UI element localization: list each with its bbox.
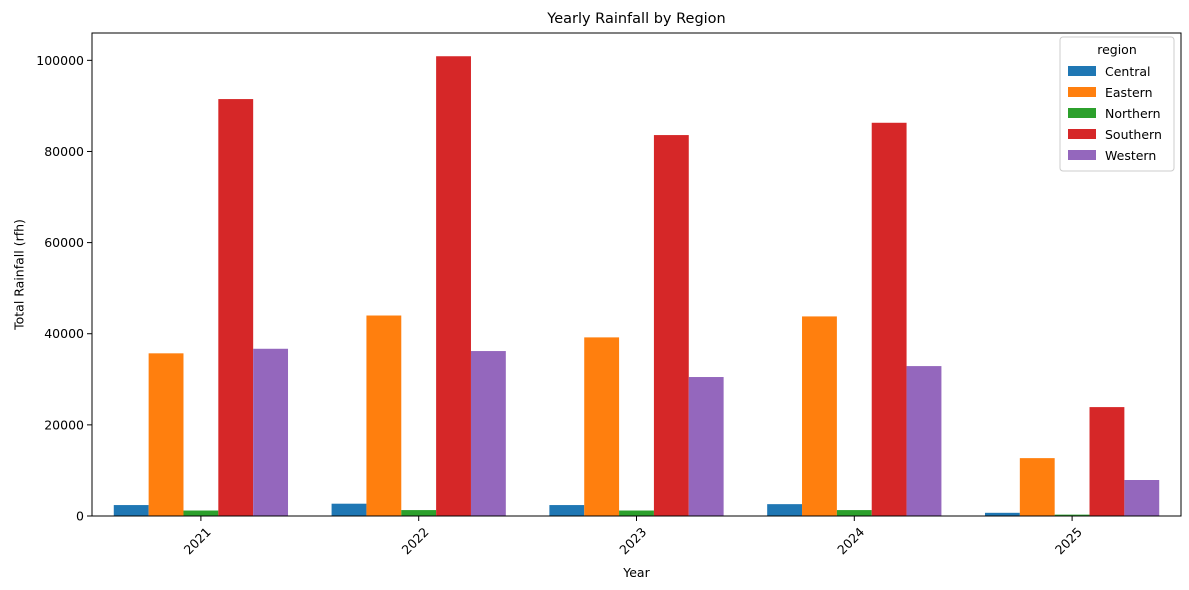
y-tick-label: 0 (76, 509, 84, 524)
bar-eastern-2022 (366, 315, 402, 516)
x-tick-label: 2021 (181, 524, 214, 557)
chart-title: Yearly Rainfall by Region (546, 11, 725, 27)
y-tick-label: 60000 (44, 235, 84, 250)
x-tick-label: 2024 (834, 524, 867, 557)
bars-group (113, 56, 1160, 517)
bar-western-2021 (253, 348, 289, 516)
bar-southern-2021 (218, 99, 254, 516)
bar-central-2023 (549, 505, 585, 516)
legend: region Central Eastern Northern Southern West… (1059, 36, 1175, 172)
bar-western-2023 (688, 377, 724, 516)
bar-central-2024 (767, 504, 803, 516)
plot-frame (91, 32, 1182, 517)
bar-western-2025 (1124, 480, 1160, 516)
bar-central-2025 (984, 512, 1020, 516)
bar-southern-2024 (871, 122, 907, 517)
legend-swatch-eastern (1068, 87, 1096, 97)
bar-eastern-2024 (802, 316, 837, 516)
bar-northern-2024 (836, 510, 872, 516)
bar-southern-2025 (1089, 407, 1125, 516)
legend-label-central: Central (1105, 64, 1151, 79)
bar-western-2024 (906, 366, 942, 516)
x-axis-label: Year (622, 565, 650, 580)
legend-label-northern: Northern (1105, 106, 1161, 121)
bar-eastern-2023 (584, 337, 620, 516)
bar-northern-2025 (1054, 514, 1090, 516)
y-tick-label: 80000 (44, 144, 84, 159)
legend-title: region (1097, 42, 1137, 57)
y-tick-label: 40000 (44, 326, 84, 341)
bar-southern-2022 (436, 56, 471, 517)
x-tick-label: 2023 (616, 524, 649, 557)
legend-label-eastern: Eastern (1105, 85, 1153, 100)
bar-southern-2023 (653, 135, 689, 516)
bar-eastern-2025 (1019, 458, 1055, 516)
legend-swatch-western (1068, 150, 1096, 160)
bar-northern-2023 (619, 510, 654, 516)
x-axis: 2021 2022 2023 2024 2025 (181, 516, 1085, 557)
bar-northern-2022 (401, 510, 437, 516)
bar-eastern-2021 (148, 353, 184, 516)
legend-label-western: Western (1105, 148, 1156, 163)
legend-label-southern: Southern (1105, 127, 1162, 142)
legend-swatch-southern (1068, 129, 1096, 139)
bar-central-2022 (331, 503, 367, 516)
y-tick-label: 20000 (44, 417, 84, 432)
bar-western-2022 (470, 351, 506, 516)
y-axis-label: Total Rainfall (rfh) (12, 219, 27, 331)
legend-swatch-northern (1068, 108, 1096, 118)
y-tick-label: 100000 (36, 53, 84, 68)
bar-central-2021 (113, 505, 149, 516)
y-axis: 0 20000 40000 60000 80000 100000 (36, 53, 92, 524)
bar-northern-2021 (183, 510, 219, 516)
legend-swatch-central (1068, 66, 1096, 76)
x-tick-label: 2025 (1052, 524, 1085, 557)
x-tick-label: 2022 (399, 524, 432, 557)
